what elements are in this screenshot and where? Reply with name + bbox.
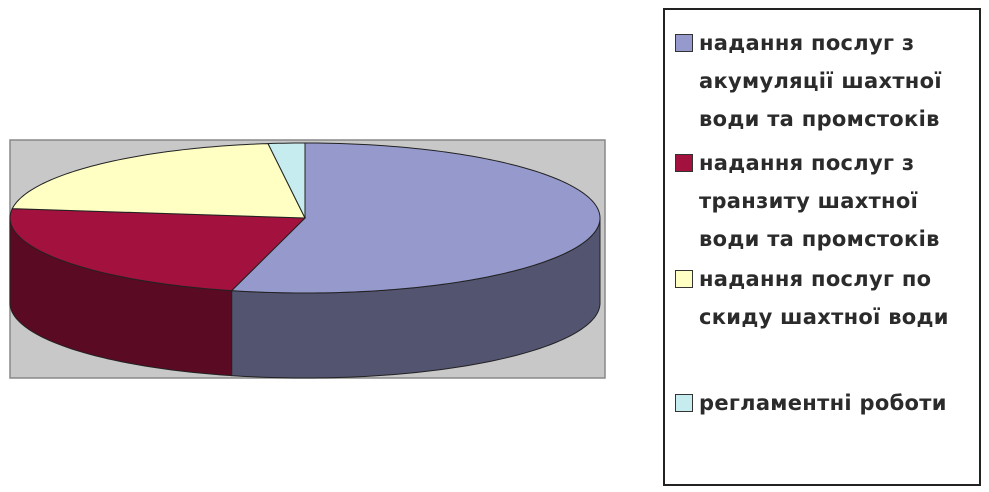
slice bbox=[9, 208, 307, 292]
legend-swatch bbox=[675, 154, 693, 172]
legend-label: надання послуг по скиду шахтної води bbox=[699, 267, 949, 329]
legend-entry: надання послуг по скиду шахтної води bbox=[675, 260, 975, 336]
legend-label: надання послуг з транзиту шахтної води т… bbox=[699, 151, 940, 251]
slice bbox=[230, 142, 601, 294]
legend-swatch bbox=[675, 394, 693, 412]
legend-label: регламентні роботи bbox=[699, 391, 947, 415]
legend-entry: надання послуг з транзиту шахтної води т… bbox=[675, 144, 975, 258]
slice bbox=[267, 142, 306, 219]
legend: надання послуг з акумуляції шахтної води… bbox=[663, 8, 981, 486]
legend-swatch bbox=[675, 34, 693, 52]
slice bbox=[11, 143, 306, 219]
legend-entry: регламентні роботи bbox=[675, 384, 975, 422]
legend-label: надання послуг з акумуляції шахтної води… bbox=[699, 31, 942, 131]
legend-swatch bbox=[675, 270, 693, 288]
legend-entry: надання послуг з акумуляції шахтної води… bbox=[675, 24, 975, 138]
